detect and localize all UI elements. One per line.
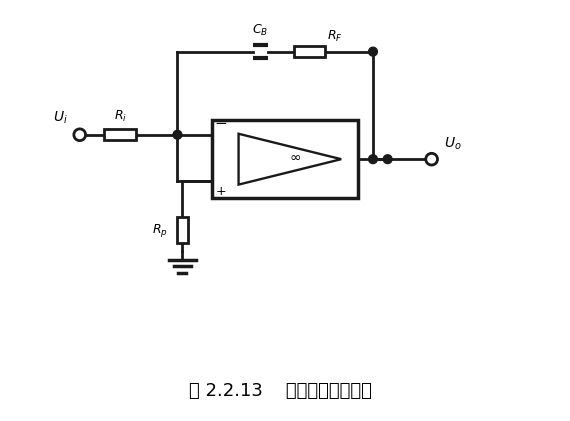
Circle shape bbox=[383, 155, 392, 164]
Text: $R_F$: $R_F$ bbox=[327, 29, 343, 44]
Text: $+$: $+$ bbox=[215, 185, 226, 198]
Text: 图 2.2.13    外部超前补偿电路: 图 2.2.13 外部超前补偿电路 bbox=[189, 382, 372, 400]
Circle shape bbox=[369, 155, 377, 164]
Bar bbox=[104, 129, 136, 140]
Text: $\infty$: $\infty$ bbox=[289, 150, 301, 164]
Bar bbox=[177, 217, 188, 243]
Text: $-$: $-$ bbox=[214, 114, 227, 129]
Text: $C_B$: $C_B$ bbox=[253, 23, 268, 38]
Text: $U_i$: $U_i$ bbox=[52, 109, 67, 126]
Text: $R_p$: $R_p$ bbox=[152, 221, 168, 239]
Circle shape bbox=[74, 129, 86, 141]
Circle shape bbox=[426, 153, 438, 165]
Text: $R_i$: $R_i$ bbox=[113, 109, 127, 124]
Circle shape bbox=[369, 47, 377, 56]
Circle shape bbox=[173, 131, 182, 139]
Bar bbox=[294, 46, 325, 57]
Text: $U_o$: $U_o$ bbox=[444, 136, 462, 152]
Bar bbox=[211, 120, 359, 198]
